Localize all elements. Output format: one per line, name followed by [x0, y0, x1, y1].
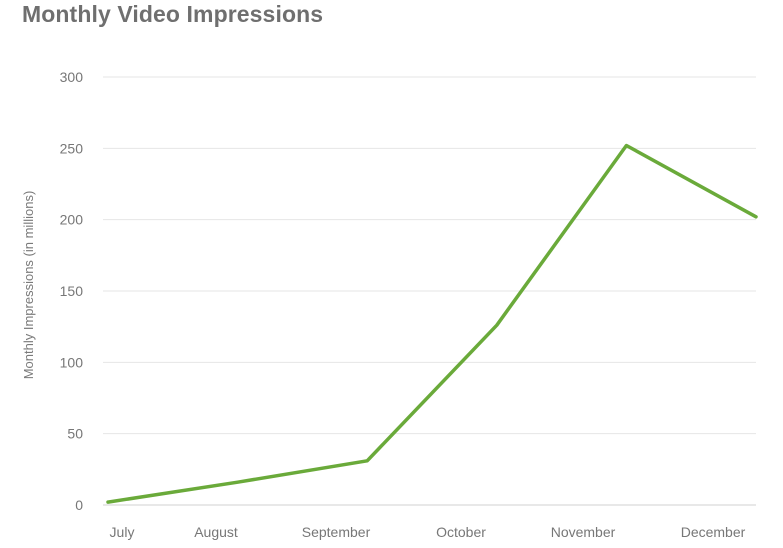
y-tick-label: 250: [60, 140, 84, 156]
y-tick-label: 50: [67, 426, 83, 442]
gridlines: [103, 76, 756, 506]
y-tick-label: 300: [60, 69, 84, 85]
y-tick-label: 150: [60, 283, 84, 299]
y-axis-label: Monthly Impressions (in millions): [21, 191, 36, 380]
series-lines: [106, 143, 758, 504]
y-tick-label: 100: [60, 354, 84, 370]
x-axis-ticks: July August September October November Decemb…: [110, 524, 746, 540]
y-tick-label: 0: [75, 497, 83, 513]
x-tick-label: September: [302, 524, 371, 540]
x-tick-label: July: [110, 524, 135, 540]
x-tick-label: October: [436, 524, 486, 540]
x-tick-label: November: [551, 524, 616, 540]
chart-title: Monthly Video Impressions: [22, 1, 324, 27]
x-tick-label: December: [681, 524, 746, 540]
series-line: [106, 143, 758, 504]
y-axis-ticks: 0 50 100 150 200 250 300: [60, 69, 84, 513]
x-tick-label: August: [194, 524, 238, 540]
y-tick-label: 200: [60, 212, 84, 228]
